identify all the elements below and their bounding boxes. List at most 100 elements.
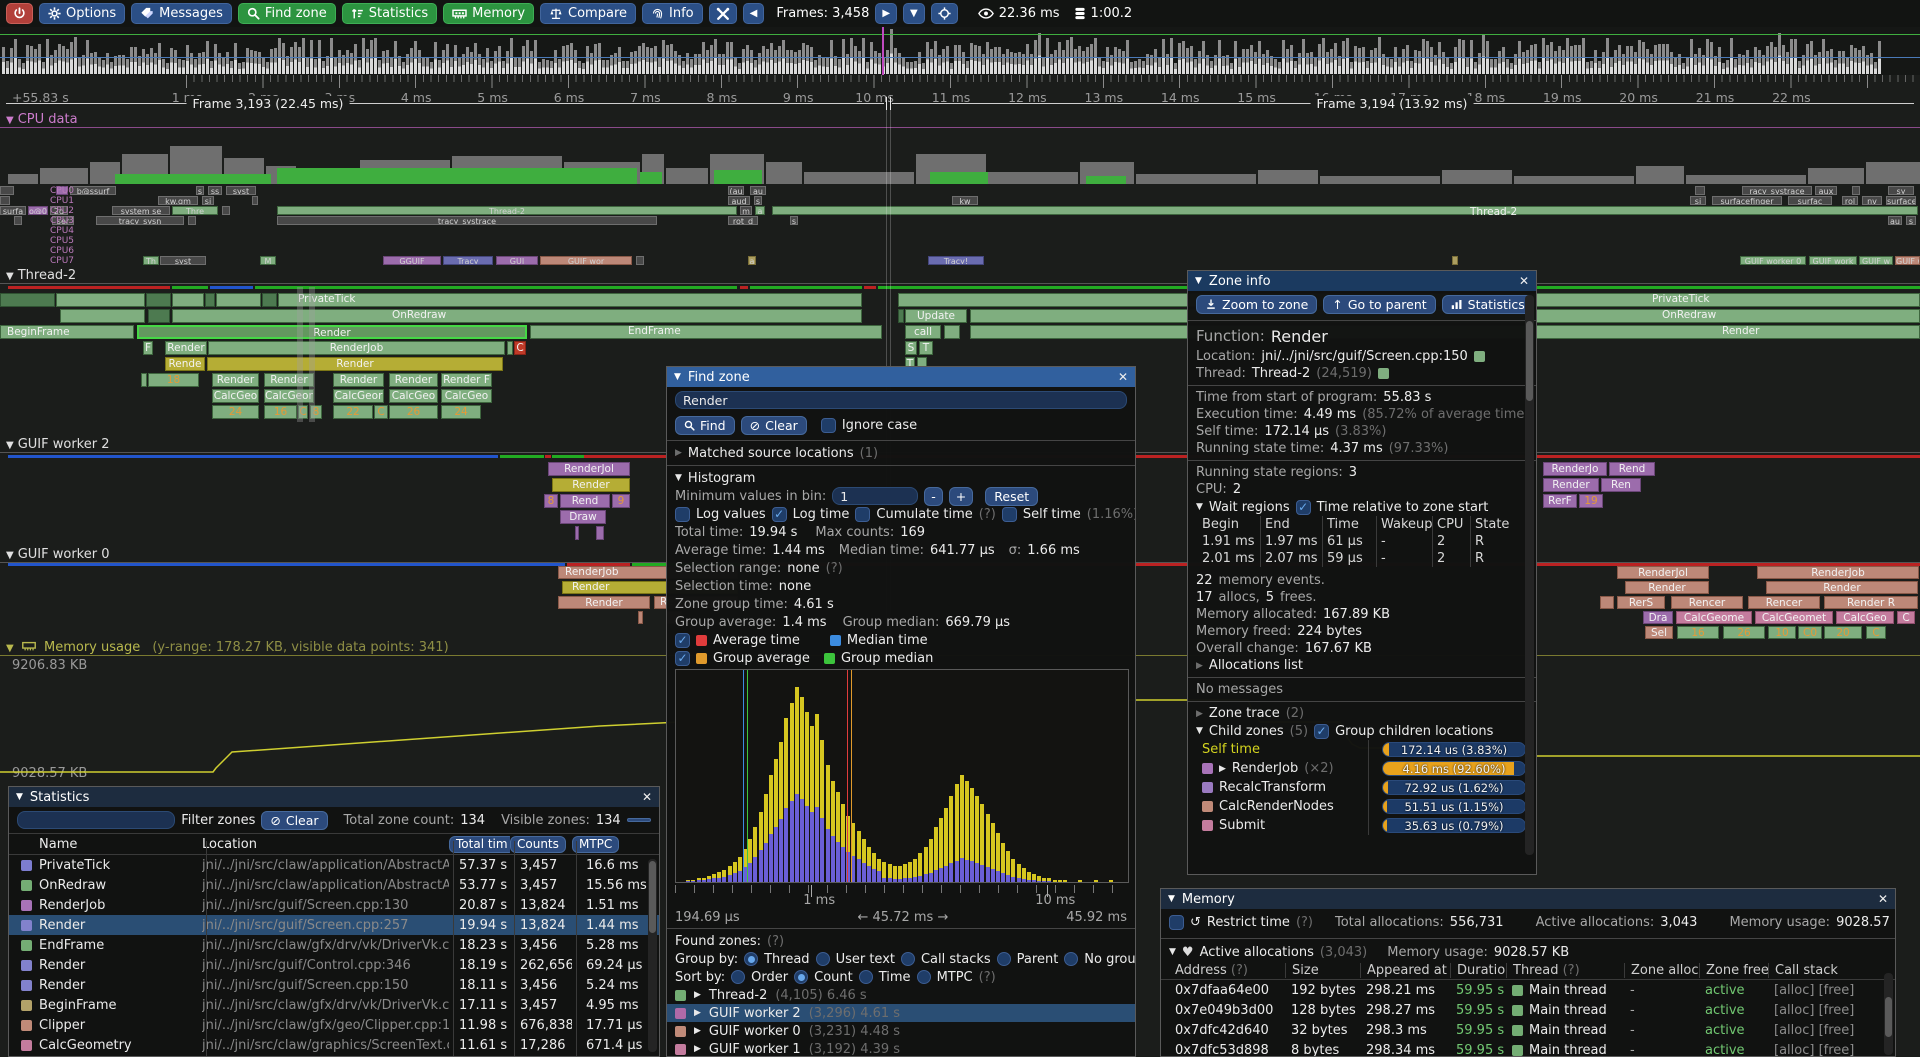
close-icon[interactable]: ✕ bbox=[1518, 274, 1529, 288]
collapse-icon[interactable]: ▼ bbox=[675, 473, 682, 483]
close-icon[interactable]: ✕ bbox=[641, 790, 652, 804]
options-button[interactable]: Options bbox=[39, 3, 126, 24]
guif2-header[interactable]: ▼ GUIF worker 2 bbox=[6, 437, 109, 452]
help-icon[interactable]: (?) bbox=[978, 969, 996, 985]
help-icon[interactable]: (?) bbox=[767, 933, 785, 949]
timeline-zone[interactable]: Render bbox=[552, 478, 630, 492]
timeline-zone[interactable] bbox=[1600, 596, 1614, 609]
sort-by-option[interactable]: Time bbox=[878, 969, 911, 985]
child-zone-row[interactable]: RecalcTransform 72.92 us (1.62%) bbox=[1188, 778, 1536, 797]
find-zone-search-input[interactable]: Render bbox=[675, 391, 1127, 409]
column-location[interactable]: Location bbox=[202, 836, 257, 852]
timeline-zone[interactable]: Render bbox=[1766, 581, 1918, 594]
expand-icon[interactable]: ▶ bbox=[1196, 660, 1203, 671]
active-allocations-label[interactable]: Active allocations bbox=[1199, 944, 1314, 960]
memory-column-header[interactable]: Address (?) bbox=[1175, 963, 1248, 978]
timeline-zone[interactable]: 20 bbox=[1824, 626, 1862, 639]
help-icon[interactable]: (?) bbox=[978, 506, 996, 522]
timeline-zone[interactable]: si bbox=[202, 196, 214, 205]
timeline-zone[interactable]: Render bbox=[207, 357, 503, 371]
timeline-zone[interactable]: ss bbox=[208, 186, 222, 195]
timeline-zone[interactable]: C bbox=[374, 405, 388, 419]
call-stack-cell[interactable]: [alloc] [free] bbox=[1774, 982, 1855, 998]
timeline-zone[interactable]: 16 bbox=[264, 405, 297, 419]
statistics-row[interactable]: Render jni/../jni/src/guif/Screen.cpp:257… bbox=[9, 915, 659, 935]
call-stack-cell[interactable]: [alloc] [free] bbox=[1774, 1022, 1855, 1038]
thread-cell[interactable]: Main thread bbox=[1506, 1023, 1624, 1038]
found-zone-group-row[interactable]: ▶ Thread-2 (4,105) 6.46 s bbox=[667, 986, 1135, 1004]
timeline-zone[interactable]: Update bbox=[905, 309, 967, 323]
cumulate-time-checkbox[interactable] bbox=[855, 506, 871, 522]
sort-total-time-button[interactable]: Total tim bbox=[449, 835, 510, 853]
timeline-zone[interactable] bbox=[252, 196, 258, 205]
timeline-zone[interactable] bbox=[944, 325, 960, 339]
child-zone-row[interactable]: ▶ RenderJob (×2) 4.16 ms (92.60%) bbox=[1188, 759, 1536, 778]
group-by-radio[interactable] bbox=[1064, 952, 1079, 966]
timeline-zone[interactable]: 26 bbox=[389, 405, 438, 419]
timeline-zone[interactable]: Ren bbox=[1601, 478, 1641, 492]
min-bin-increase-button[interactable]: + bbox=[948, 486, 974, 506]
group-by-option[interactable]: Thread bbox=[764, 951, 810, 967]
timeline-zone[interactable]: kw bbox=[952, 196, 978, 205]
timeline-zone[interactable] bbox=[575, 526, 579, 540]
timeline-zone[interactable] bbox=[172, 309, 862, 323]
timeline-zone[interactable]: Thread-2 bbox=[277, 206, 737, 215]
child-zone-row[interactable]: CalcRenderNodes 51.51 us (1.15%) bbox=[1188, 797, 1536, 816]
timeline-zone[interactable]: RenderJob bbox=[1757, 566, 1919, 579]
statistics-scrollbar[interactable] bbox=[648, 859, 657, 1052]
timeline-zone[interactable] bbox=[638, 611, 643, 624]
timeline-zone[interactable]: CalcGeome bbox=[264, 389, 314, 403]
timeline-zone[interactable] bbox=[772, 206, 1918, 215]
timeline-zone[interactable]: GUIF wor bbox=[540, 256, 632, 265]
zone-thread[interactable]: Thread-2 bbox=[1251, 366, 1311, 381]
timeline-zone[interactable]: Render bbox=[1543, 478, 1599, 492]
guif0-header[interactable]: ▼ GUIF worker 0 bbox=[6, 547, 109, 562]
wait-region-row[interactable]: 1.91 ms 1.97 ms 61 µs -2 R bbox=[1188, 533, 1536, 550]
memory-usage-header[interactable]: ▼ Memory usage (y-range: 178.27 KB, visi… bbox=[6, 640, 449, 655]
sort-by-option[interactable]: Count bbox=[814, 969, 853, 985]
timeline-zone[interactable]: call bbox=[905, 325, 941, 339]
collapse-icon[interactable]: ▼ bbox=[1195, 276, 1202, 286]
options-cut-button[interactable] bbox=[626, 818, 651, 822]
memory-column-header[interactable]: Thread (?) bbox=[1506, 963, 1624, 978]
address-cell[interactable]: 0x7dfc53d898 bbox=[1175, 1042, 1269, 1057]
focus-frame-button[interactable] bbox=[930, 3, 958, 24]
help-icon[interactable]: (?) bbox=[825, 560, 843, 576]
timeline-zone[interactable]: Th bbox=[143, 256, 159, 265]
time-axis[interactable] bbox=[0, 75, 1920, 89]
statistics-row[interactable]: EndFrame jni/../jni/src/claw/gfx/drv/vk/D… bbox=[9, 935, 659, 955]
tools-button[interactable] bbox=[708, 3, 737, 24]
timeline-zone[interactable]: Rende bbox=[165, 357, 205, 371]
timeline-zone[interactable]: Rencer bbox=[1748, 596, 1820, 609]
prev-frame-button[interactable]: ◀ bbox=[742, 3, 765, 24]
timeline-zone[interactable]: Tracy! bbox=[928, 256, 984, 265]
child-zone-row[interactable]: Submit 35.63 us (0.79%) bbox=[1188, 816, 1536, 835]
timeline-zone[interactable]: (au bbox=[728, 186, 744, 195]
timeline-zone[interactable]: ser bbox=[52, 216, 74, 225]
timeline-zone[interactable] bbox=[56, 293, 145, 307]
frame-dropdown-button[interactable]: ▼ bbox=[903, 3, 925, 24]
timeline-zone[interactable]: a bbox=[755, 206, 765, 215]
timeline-zone[interactable]: Rend bbox=[1609, 462, 1655, 476]
clear-button[interactable]: ⊘ Clear bbox=[740, 415, 807, 435]
memory-column-header[interactable]: Size bbox=[1285, 963, 1360, 978]
address-cell[interactable]: 0x7dfc42d640 bbox=[1175, 1022, 1269, 1038]
timeline-zone[interactable]: GUIF worker 0 bbox=[1740, 256, 1806, 265]
sort-by-option[interactable]: Order bbox=[751, 969, 789, 985]
compare-button[interactable]: Compare bbox=[540, 3, 637, 24]
timeline-zone[interactable]: C bbox=[1897, 611, 1915, 624]
address-cell[interactable]: 0x7e049b3d00 bbox=[1175, 1002, 1274, 1018]
timeline-zone[interactable]: tracy_systrace bbox=[277, 216, 657, 225]
expand-icon[interactable]: ▶ bbox=[1219, 763, 1226, 774]
group-by-radio[interactable] bbox=[815, 952, 830, 966]
memory-column-header[interactable]: Call stack bbox=[1768, 963, 1888, 978]
timeline-zone[interactable]: au bbox=[1888, 216, 1902, 225]
thread2-header[interactable]: ▼ Thread-2 bbox=[6, 268, 76, 283]
timeline-zone[interactable]: o@0 bbox=[28, 206, 48, 215]
timeline-zone[interactable] bbox=[0, 186, 14, 195]
timeline-zone[interactable]: GUI bbox=[496, 256, 538, 265]
timeline-zone[interactable]: 26 bbox=[1723, 626, 1765, 639]
timeline-zone[interactable]: system se bbox=[112, 206, 170, 215]
matched-locations-label[interactable]: Matched source locations bbox=[687, 445, 854, 461]
histogram-label[interactable]: Histogram bbox=[687, 470, 756, 486]
